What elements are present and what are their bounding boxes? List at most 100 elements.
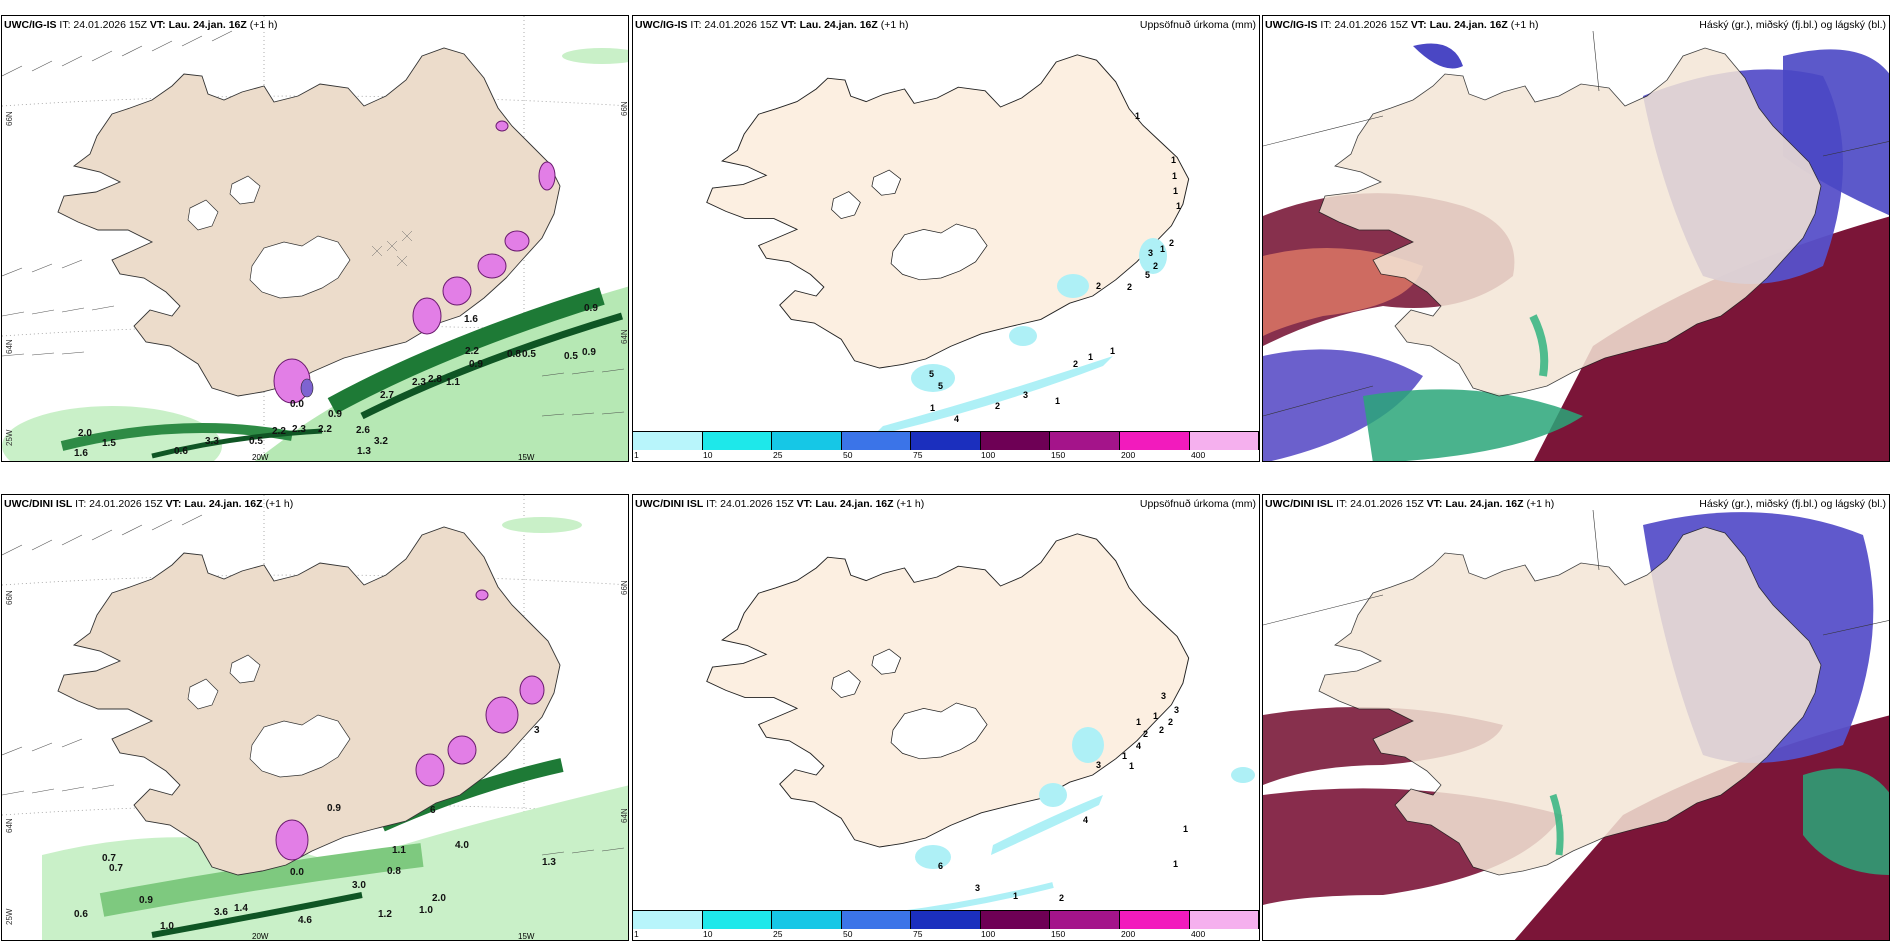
accum-precip-map <box>706 533 1255 918</box>
colorbar-segment <box>980 911 1051 929</box>
precip-label: 5 <box>929 369 935 379</box>
colorbar-segment <box>1189 432 1259 450</box>
precip-label: 2 <box>1073 359 1079 369</box>
colorbar-tick: 50 <box>843 929 853 939</box>
panel-title: Háský (gr.), miðský (fj.bl.) og lágský (… <box>1699 19 1886 31</box>
panel-header: UWC/IG-IS IT: 24.01.2026 15Z VT: Lau. 24… <box>635 19 909 31</box>
panel-wind-precip-ig: UWC/IG-IS IT: 24.01.2026 15Z VT: Lau. 24… <box>1 15 629 462</box>
panel-header: UWC/DINI ISL IT: 24.01.2026 15Z VT: Lau.… <box>4 498 294 510</box>
precip-colorbar: 1 10 25 50 75 100 150 200 400 <box>633 431 1259 461</box>
colorbar-tick: 400 <box>1191 450 1206 460</box>
colorbar-tick: 50 <box>843 450 853 460</box>
value-label: 2.7 <box>380 390 394 401</box>
precip-colorbar: 1 10 25 50 75 100 150 200 400 <box>633 910 1259 940</box>
panel-clouds-ig: UWC/IG-IS IT: 24.01.2026 15Z VT: Lau. 24… <box>1262 15 1890 462</box>
colorbar-segment <box>841 432 912 450</box>
panel-header: UWC/DINI ISL IT: 24.01.2026 15Z VT: Lau.… <box>635 498 925 510</box>
colorbar-tick: 200 <box>1121 450 1136 460</box>
value-label: 2.8 <box>428 374 442 385</box>
value-label: 2.2 <box>318 424 332 435</box>
precip-label: 3 <box>1023 390 1029 400</box>
value-label: 0.5 <box>564 351 578 362</box>
precip-label: 1 <box>1088 352 1094 362</box>
lon-label: 15W <box>518 932 535 941</box>
colorbar-segment <box>1119 432 1190 450</box>
colorbar-segment <box>1050 911 1120 929</box>
value-label: 2.3 <box>292 424 306 435</box>
panel-title: Háský (gr.), miðský (fj.bl.) og lágský (… <box>1699 498 1886 510</box>
precip-label: 3 <box>1174 705 1180 715</box>
value-label: 0.9 <box>139 895 153 906</box>
lat-label-right: 66N <box>620 101 629 116</box>
precip-label: 2 <box>1059 893 1065 903</box>
wind-precip-map <box>2 16 628 461</box>
precip-label: 1 <box>1172 171 1178 181</box>
precip-label: 4 <box>1136 741 1142 751</box>
value-label: 0.0 <box>290 867 304 878</box>
precip-label: 3 <box>1096 760 1102 770</box>
precip-label: 3 <box>975 883 981 893</box>
precip-label: 1 <box>1135 111 1141 121</box>
precip-label: 3 <box>1148 248 1154 258</box>
precip-label: 2 <box>1159 725 1165 735</box>
value-label: 0.9 <box>584 303 598 314</box>
wind-precip-map <box>2 495 628 940</box>
value-label: 1.3 <box>357 446 371 457</box>
precip-label: 3 <box>1161 691 1167 701</box>
value-label: 2.0 <box>78 428 92 439</box>
precip-label: 4 <box>1083 815 1089 825</box>
colorbar-tick: 25 <box>773 929 783 939</box>
value-label: 0.8 <box>387 866 401 877</box>
precip-label: 2 <box>1096 281 1102 291</box>
cloud-cover-map <box>1263 495 1889 940</box>
value-label: 1.6 <box>464 314 478 325</box>
value-label: 0.9 <box>582 347 596 358</box>
precip-label: 1 <box>1173 186 1179 196</box>
precip-label: 1 <box>1013 891 1019 901</box>
value-label: 2.0 <box>432 893 446 904</box>
lat-label: 66N <box>5 590 14 605</box>
colorbar-segment <box>702 432 773 450</box>
lat-label-right: 66N <box>620 580 629 595</box>
lon-label: 20W <box>252 453 269 462</box>
colorbar-segment <box>633 911 703 929</box>
colorbar-tick: 75 <box>913 450 923 460</box>
colorbar-segment <box>841 911 912 929</box>
colorbar-segment <box>911 432 981 450</box>
panel-accum-precip-ig: UWC/IG-IS IT: 24.01.2026 15Z VT: Lau. 24… <box>632 15 1260 462</box>
lat-label: 64N <box>5 339 14 354</box>
precip-label: 1 <box>1173 859 1179 869</box>
value-label: 3.2 <box>374 436 388 447</box>
cloud-cover-map <box>1263 16 1889 461</box>
value-label: 0.5 <box>249 436 263 447</box>
lon-label: 15W <box>518 453 535 462</box>
value-label: 1.1 <box>446 377 460 388</box>
precip-label: 2 <box>1153 261 1159 271</box>
colorbar-segment <box>1189 911 1259 929</box>
accum-precip-map <box>706 54 1190 436</box>
colorbar-tick: 75 <box>913 929 923 939</box>
lon-label: 25W <box>5 429 14 446</box>
precip-label: 1 <box>1129 761 1135 771</box>
precip-label: 1 <box>1055 396 1061 406</box>
value-label: 3.0 <box>352 880 366 891</box>
panel-clouds-dini: UWC/DINI ISL IT: 24.01.2026 15Z VT: Lau.… <box>1262 494 1890 941</box>
precip-label: 5 <box>1145 270 1151 280</box>
colorbar-segment <box>911 911 981 929</box>
value-label: 0.7 <box>109 863 123 874</box>
value-label: 4.6 <box>298 915 312 926</box>
value-label: 0.6 <box>74 909 88 920</box>
colorbar-tick: 10 <box>703 929 713 939</box>
value-label: 3.3 <box>205 436 219 447</box>
colorbar-tick: 150 <box>1051 450 1066 460</box>
precip-label: 6 <box>938 861 944 871</box>
value-label: 2.2 <box>272 426 286 437</box>
value-label: 0.9 <box>469 359 483 370</box>
precip-label: 2 <box>1143 729 1149 739</box>
colorbar-segment <box>772 911 842 929</box>
value-label: 2.3 <box>412 377 426 388</box>
precip-label: 1 <box>1183 824 1189 834</box>
value-label: 2.2 <box>465 346 479 357</box>
colorbar-tick: 10 <box>703 450 713 460</box>
panel-header: UWC/IG-IS IT: 24.01.2026 15Z VT: Lau. 24… <box>4 19 278 31</box>
